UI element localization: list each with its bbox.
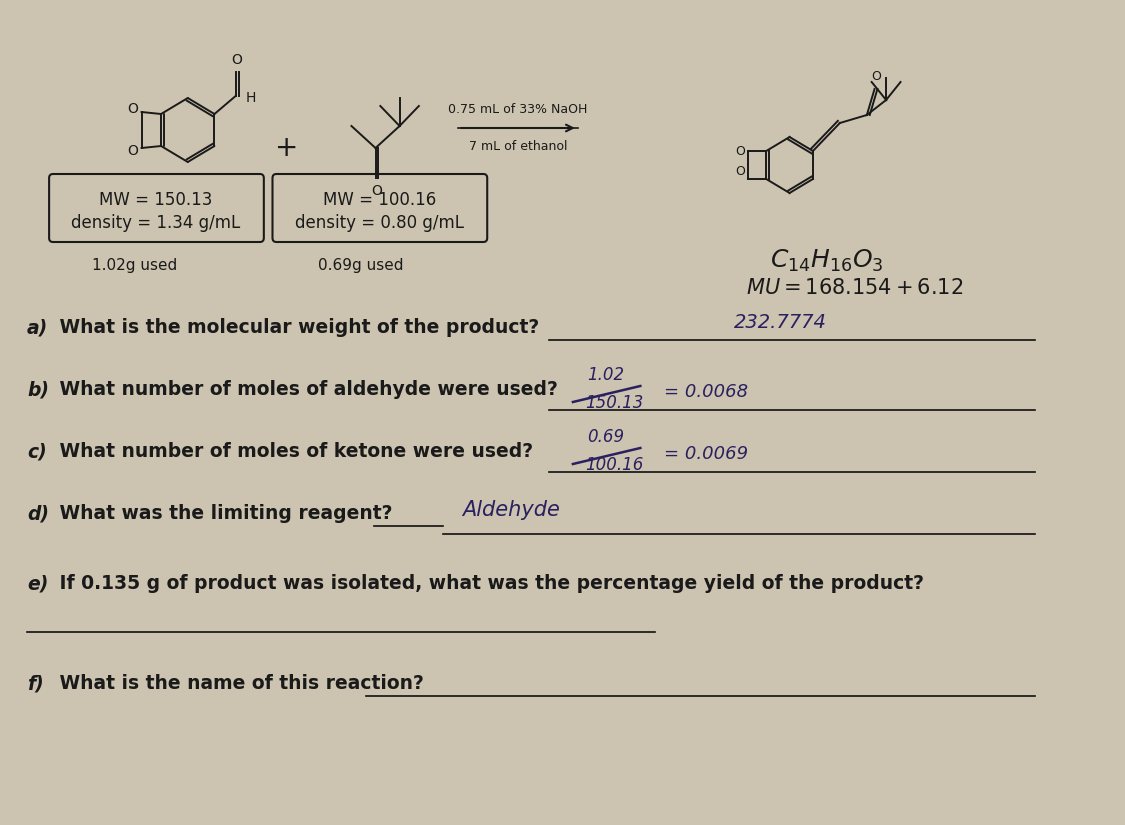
Text: What number of moles of aldehyde were used?: What number of moles of aldehyde were us… (53, 380, 558, 399)
Text: = 0.0069: = 0.0069 (665, 445, 748, 463)
Text: d): d) (27, 504, 50, 523)
Text: O: O (736, 165, 746, 178)
Text: a): a) (27, 318, 48, 337)
Text: If 0.135 g of product was isolated, what was the percentage yield of the product: If 0.135 g of product was isolated, what… (53, 574, 924, 593)
Text: 0.69g used: 0.69g used (318, 258, 404, 273)
Text: What was the limiting reagent?: What was the limiting reagent? (53, 504, 393, 523)
Text: c): c) (27, 442, 47, 461)
Text: O: O (736, 145, 746, 158)
Text: b): b) (27, 380, 50, 399)
Text: O: O (371, 184, 381, 198)
Text: +: + (276, 134, 298, 162)
Text: density = 0.80 g/mL: density = 0.80 g/mL (295, 214, 464, 232)
Text: What number of moles of ketone were used?: What number of moles of ketone were used… (53, 442, 533, 461)
Text: 0.69: 0.69 (587, 428, 624, 446)
Text: What is the molecular weight of the product?: What is the molecular weight of the prod… (53, 318, 539, 337)
Text: 7 mL of ethanol: 7 mL of ethanol (469, 140, 567, 153)
Text: MW = 150.13: MW = 150.13 (99, 191, 213, 209)
Text: $\mathit{C_{14}H_{16}O_3}$: $\mathit{C_{14}H_{16}O_3}$ (771, 248, 884, 274)
Text: 1.02g used: 1.02g used (92, 258, 178, 273)
Text: density = 1.34 g/mL: density = 1.34 g/mL (71, 214, 241, 232)
Text: f): f) (27, 674, 44, 693)
Text: $\mathit{MU = 168.154 + 6.12}$: $\mathit{MU = 168.154 + 6.12}$ (746, 278, 963, 298)
Text: What is the name of this reaction?: What is the name of this reaction? (53, 674, 424, 693)
Text: O: O (127, 102, 138, 116)
Text: O: O (127, 144, 138, 158)
Text: MW = 100.16: MW = 100.16 (323, 191, 437, 209)
Text: 1.02: 1.02 (587, 366, 624, 384)
Text: 0.75 mL of 33% NaOH: 0.75 mL of 33% NaOH (449, 103, 587, 116)
Text: H: H (245, 91, 255, 105)
Text: Aldehyde: Aldehyde (462, 500, 560, 520)
Text: 150.13: 150.13 (585, 394, 643, 412)
Text: O: O (231, 53, 242, 67)
Text: 100.16: 100.16 (585, 456, 643, 474)
Text: e): e) (27, 574, 48, 593)
Text: 232.7774: 232.7774 (734, 313, 827, 332)
Text: O: O (872, 70, 881, 83)
Text: = 0.0068: = 0.0068 (665, 383, 748, 401)
